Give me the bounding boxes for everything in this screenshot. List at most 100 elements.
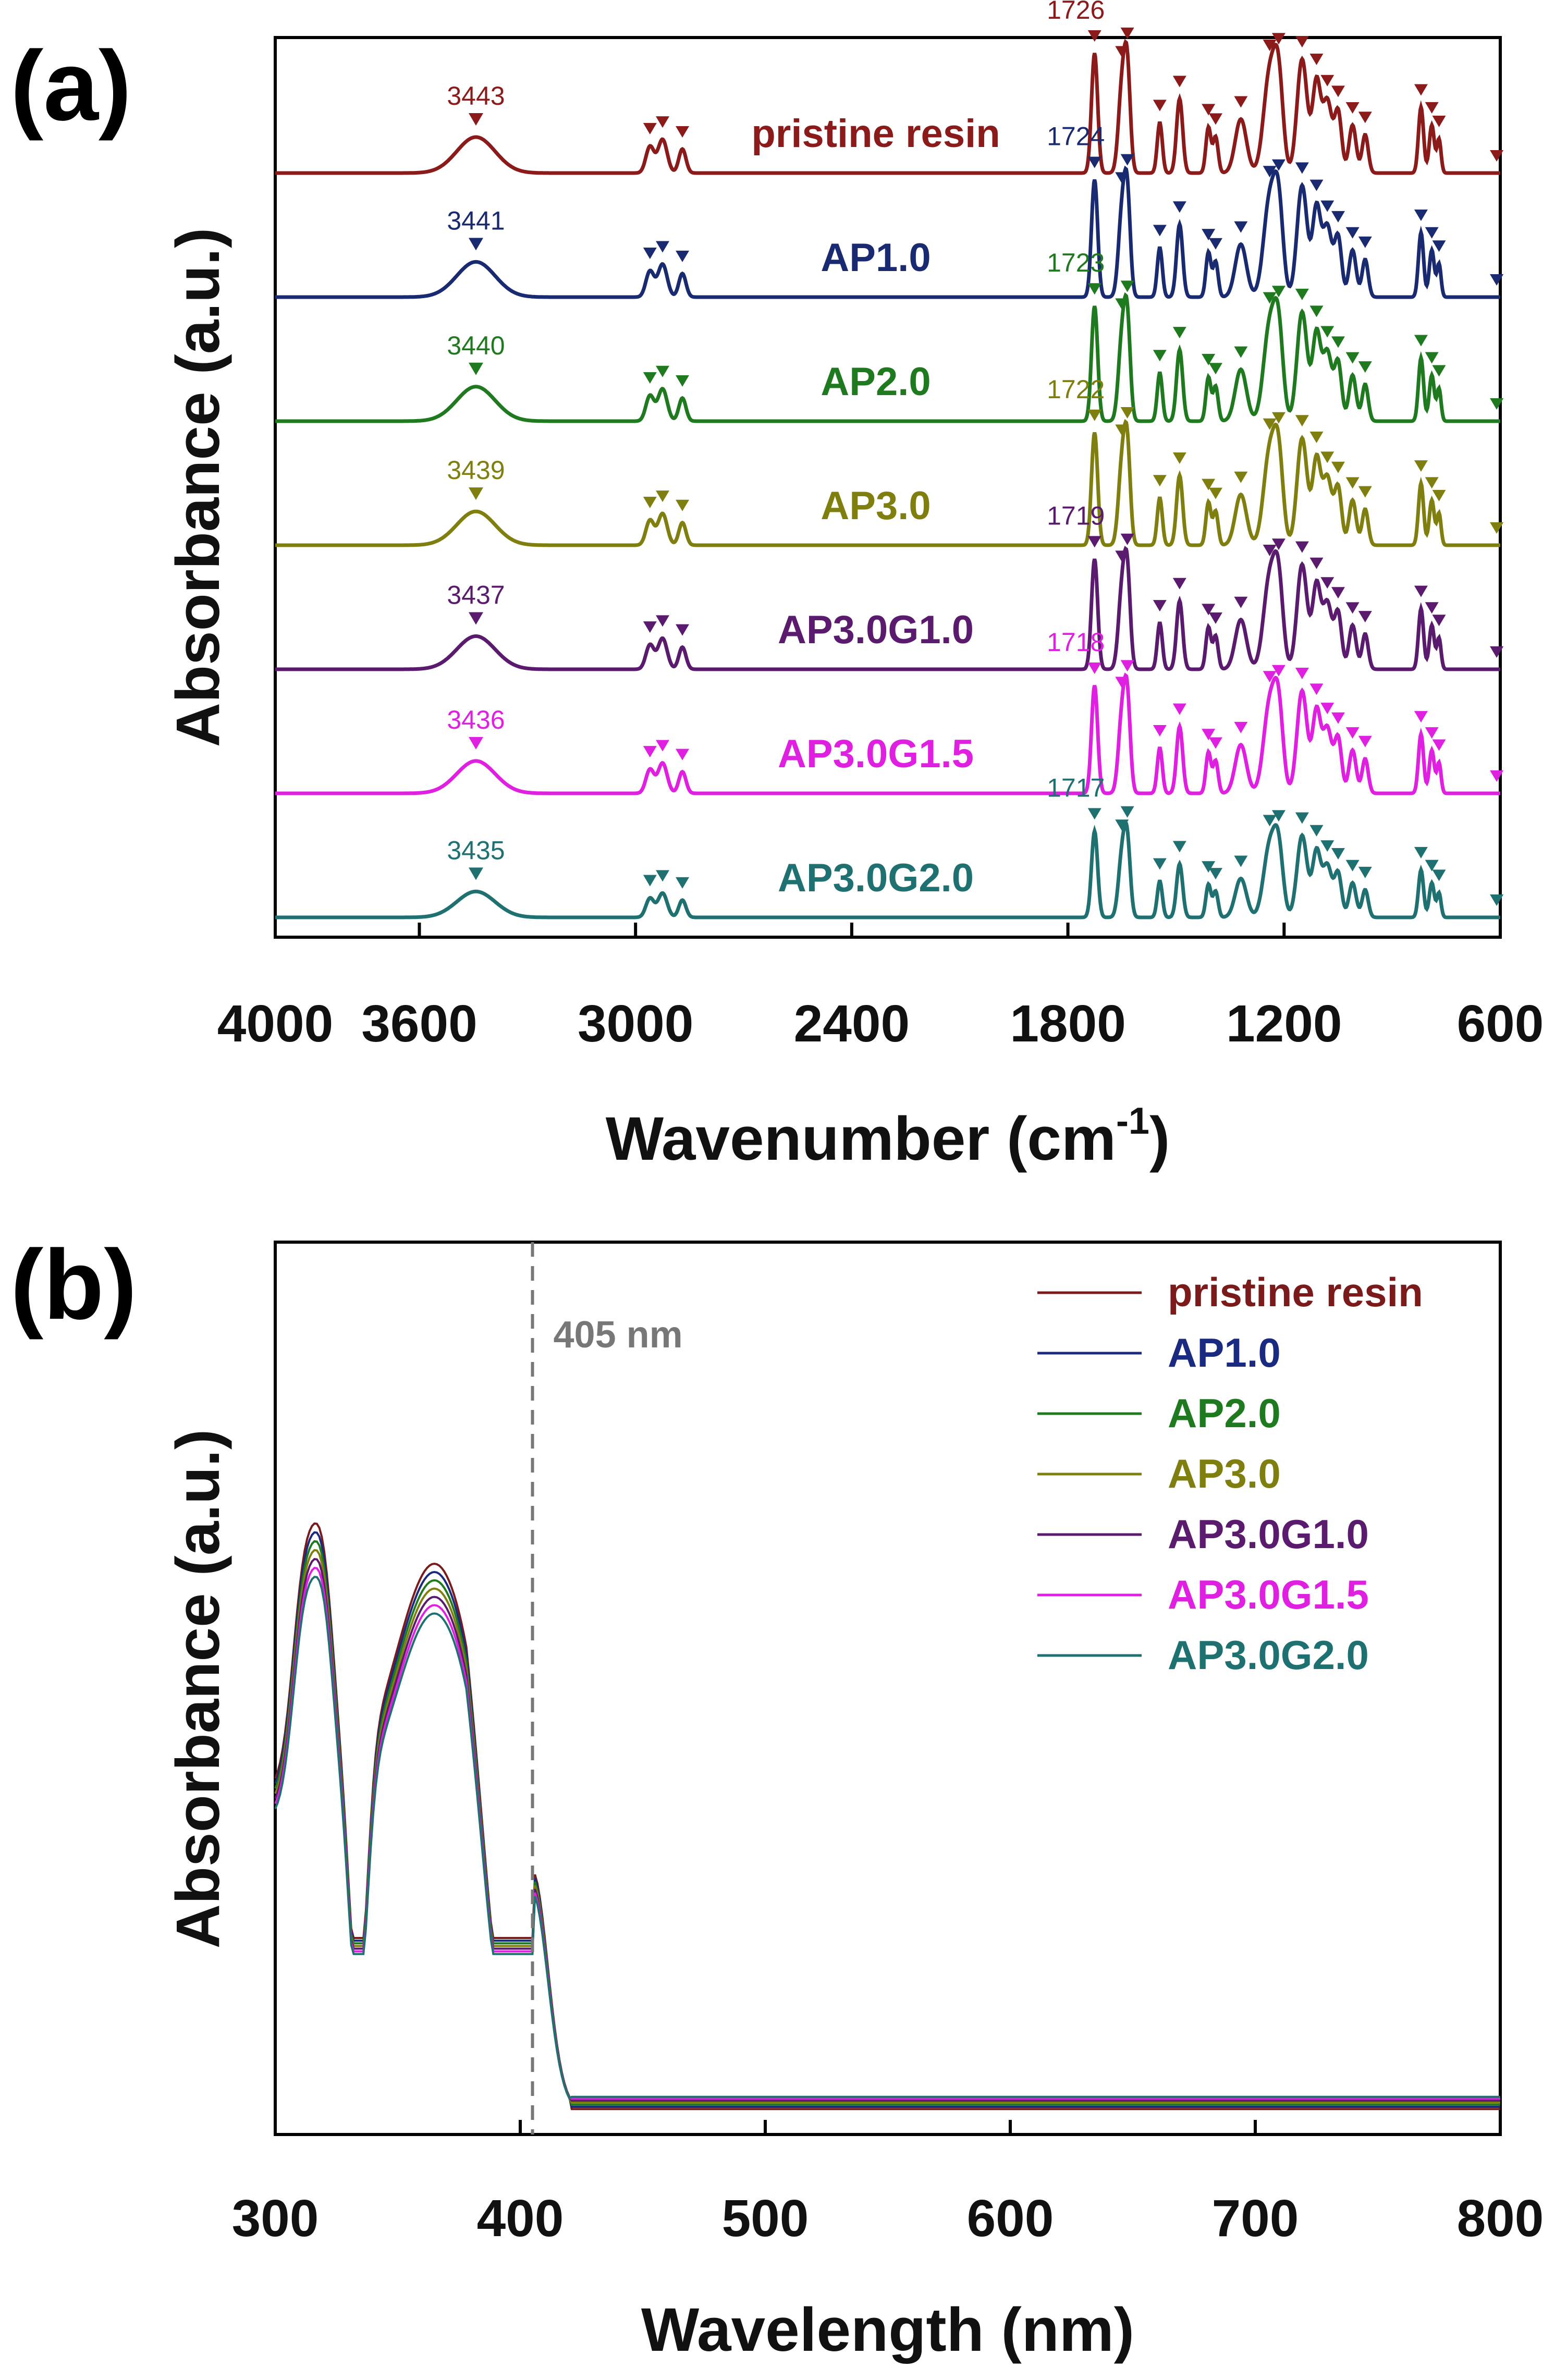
peak-marker (1425, 227, 1439, 239)
peak-marker (643, 122, 657, 134)
peak-marker (656, 116, 670, 128)
peak-marker (1432, 615, 1446, 627)
panel-b-plot-frame (274, 1241, 1502, 2136)
panel-a-series-line (275, 820, 1500, 919)
co-peak-label: 1722 (1047, 375, 1105, 404)
legend-label: AP3.0G1.0 (1168, 1511, 1369, 1557)
peak-marker (1208, 238, 1222, 250)
peak-marker (1432, 365, 1446, 377)
oh-peak-label: 3441 (447, 206, 505, 235)
peak-marker (1202, 861, 1216, 873)
peak-marker (1263, 671, 1277, 683)
co-peak-label: 1718 (1047, 628, 1105, 657)
peak-marker (1295, 812, 1309, 824)
panel-b-x-tick-label: 600 (967, 2189, 1054, 2248)
panel-a-label: (a) (10, 31, 131, 141)
peak-marker (1295, 162, 1309, 174)
peak-marker (1295, 668, 1309, 680)
peak-marker (1490, 274, 1504, 286)
peak-marker (1208, 868, 1222, 880)
peak-marker (1309, 53, 1324, 65)
legend-label: AP1.0 (1168, 1330, 1281, 1376)
peak-marker (1263, 418, 1277, 430)
peak-marker (1208, 612, 1222, 624)
panel-a-series-label: AP2.0 (821, 360, 931, 404)
peak-marker (1263, 544, 1277, 556)
peak-marker (1331, 461, 1345, 473)
panel-b-x-tick-label: 800 (1457, 2189, 1544, 2248)
panel-b-x-tick-label: 400 (477, 2189, 564, 2248)
peak-marker (1153, 100, 1167, 112)
panel-a-x-axis-title-main: Wavenumber (cm (606, 1105, 1116, 1173)
peak-marker (1425, 860, 1439, 872)
peak-marker (1115, 819, 1129, 831)
peak-marker (1331, 336, 1345, 348)
panel-b-y-axis-title: Absorbance (a.u.) (164, 1429, 232, 1949)
panel-a-x-tick-label: 1200 (1226, 995, 1342, 1053)
legend-label: pristine resin (1168, 1269, 1423, 1315)
peak-marker (1115, 424, 1129, 436)
peak-marker (1202, 604, 1216, 616)
oh-peak-label: 3440 (447, 331, 505, 360)
panel-a-x-axis-title: Wavenumber (cm-1) (606, 1100, 1170, 1173)
co-peak-label: 1717 (1047, 773, 1105, 802)
oh-peak-marker (468, 238, 483, 251)
peak-marker (1153, 350, 1167, 362)
peak-marker (1432, 240, 1446, 252)
panel-a-series: 3437 1719 AP3.0G1.0 (275, 501, 1504, 671)
panel-a-series-line (275, 292, 1500, 423)
co-peak-label: 1726 (1047, 0, 1105, 24)
peak-marker (1432, 739, 1446, 751)
peak-marker (1087, 30, 1101, 42)
oh-peak-marker (468, 867, 483, 880)
peak-marker (1120, 533, 1134, 545)
panel-a-x-ticks: 4000 3600 3000 2400 1800 1200 600 (217, 923, 1544, 1053)
co-peak-label: 1724 (1047, 122, 1105, 151)
peak-marker (1320, 326, 1335, 338)
peak-marker (1331, 712, 1345, 724)
peak-marker (1208, 737, 1222, 749)
panel-a-y-axis-title: Absorbance (a.u.) (164, 228, 232, 747)
peak-marker (1414, 335, 1428, 347)
panel-a-series-label: AP1.0 (821, 236, 931, 280)
oh-peak-label: 3443 (447, 81, 505, 111)
peak-marker (1490, 894, 1504, 906)
panel-b-x-tick-label: 300 (232, 2189, 319, 2248)
peak-marker (1331, 211, 1345, 223)
peak-marker (1345, 727, 1360, 739)
peak-marker (643, 875, 657, 887)
peak-marker (1087, 663, 1101, 674)
peak-marker (1263, 40, 1277, 52)
co-peak-label: 1719 (1047, 501, 1105, 530)
peak-marker (1309, 557, 1324, 569)
peak-marker (1172, 452, 1186, 464)
peak-marker (643, 621, 657, 633)
peak-marker (1271, 286, 1286, 298)
panel-b-legend: pristine resin AP1.0 AP2.0 AP3.0 AP3.0G1.0 AP… (1037, 1269, 1423, 1678)
peak-marker (1320, 451, 1335, 463)
peak-marker (1331, 85, 1345, 97)
peak-marker (1309, 305, 1324, 317)
panel-a-series: 3443 1726 pristine resin (275, 0, 1504, 175)
peak-marker (1234, 221, 1248, 233)
peak-marker (1414, 84, 1428, 96)
peak-marker (1414, 210, 1428, 222)
peak-marker (1153, 600, 1167, 612)
panel-a-series-line (275, 672, 1500, 795)
peak-marker (1263, 166, 1277, 178)
panel-a-series-label: pristine resin (751, 112, 1000, 156)
panel-a-series: 3436 1718 AP3.0G1.5 (275, 628, 1504, 795)
peak-marker (656, 490, 670, 502)
panel-b-x-tick-label: 700 (1212, 2189, 1299, 2248)
panel-a-x-tick-label: 600 (1457, 995, 1544, 1053)
peak-marker (656, 241, 670, 253)
peak-marker (1202, 229, 1216, 241)
peak-marker (1234, 96, 1248, 108)
peak-marker (1234, 721, 1248, 733)
peak-marker (1309, 432, 1324, 444)
peak-marker (1271, 159, 1286, 171)
peak-marker (1153, 725, 1167, 737)
panel-b-label: (b) (10, 1230, 137, 1340)
peak-marker (1295, 541, 1309, 553)
